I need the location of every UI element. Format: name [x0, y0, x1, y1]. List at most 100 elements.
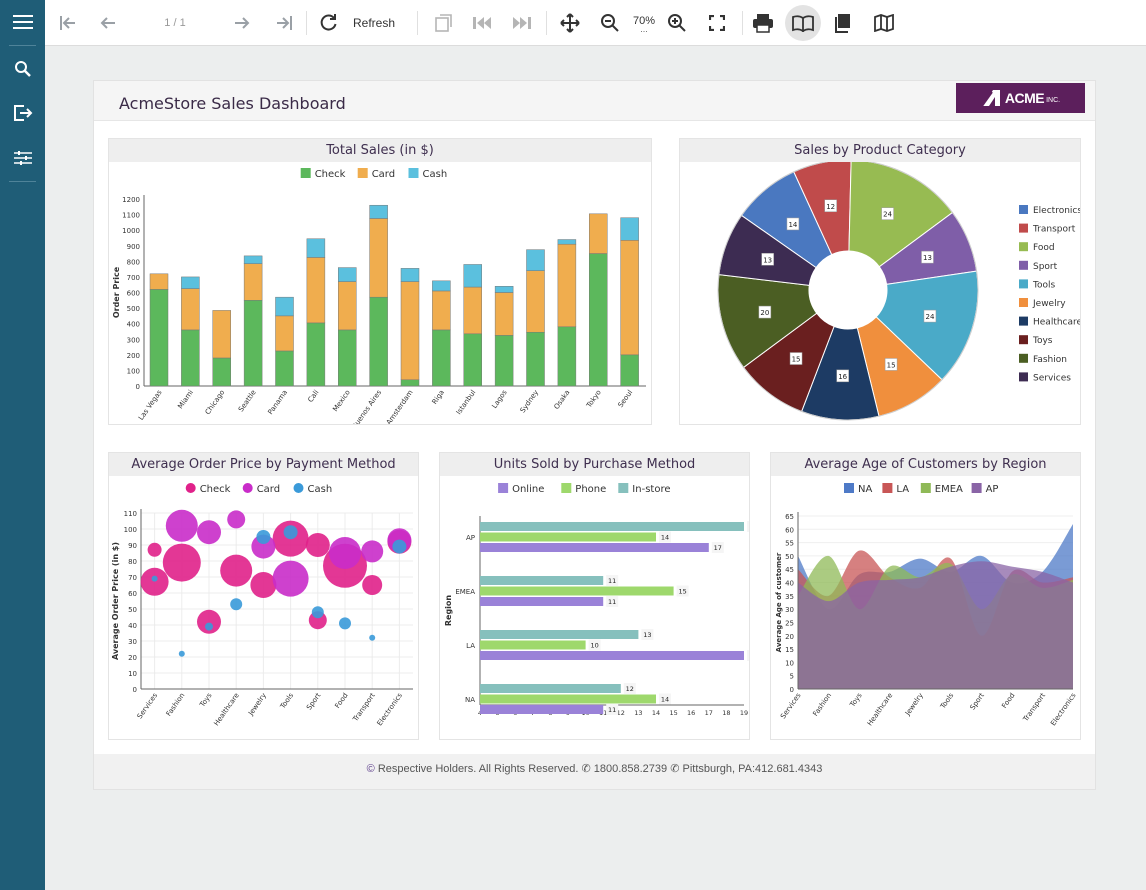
- y-tick-label: 60: [128, 590, 137, 598]
- x-tick-label: Sport: [305, 691, 322, 711]
- bar-card: [212, 310, 231, 359]
- legend-label: Online: [512, 484, 544, 495]
- bar-cash: [306, 238, 326, 258]
- legend-swatch: [561, 483, 572, 493]
- export-icon[interactable]: [0, 91, 45, 135]
- bar-in-store: [480, 684, 621, 693]
- x-tick-label: Sydney: [519, 389, 540, 415]
- legend-label: Phone: [575, 484, 606, 495]
- bubble-cash: [392, 539, 407, 554]
- refresh-button[interactable]: Refresh: [315, 0, 407, 46]
- y-tick-label: 15: [785, 646, 794, 654]
- legend-label: Toys: [1032, 336, 1053, 346]
- x-tick-label: Services: [779, 691, 803, 720]
- bar-card: [369, 218, 388, 298]
- legend-label: Jewelry: [1032, 299, 1066, 309]
- y-tick-label: 900: [127, 243, 140, 251]
- phone2-text: Pittsburgh, PA:412.681.4343: [682, 763, 823, 775]
- bubble-cash: [151, 575, 158, 582]
- x-tick-label: Tools: [278, 691, 295, 711]
- page-setup-icon[interactable]: [828, 0, 858, 46]
- pan-icon[interactable]: [555, 0, 585, 46]
- toolbar: 1 / 1 Refresh 70% ...: [45, 0, 1146, 46]
- first-page-icon[interactable]: [53, 0, 83, 46]
- toolbar-divider: [417, 11, 418, 35]
- bar-check: [369, 296, 388, 387]
- data-label-box: [659, 531, 671, 543]
- map-icon[interactable]: [869, 0, 899, 46]
- bubble-check: [250, 572, 277, 598]
- search-icon[interactable]: [0, 47, 45, 91]
- bar-check: [275, 350, 294, 387]
- data-label: 15: [678, 588, 686, 596]
- legend-swatch: [1019, 279, 1028, 289]
- x-tick-label: Transport: [351, 691, 377, 724]
- y-tick-label: 1200: [122, 196, 140, 204]
- bar-check: [432, 329, 451, 387]
- y-axis-title: Average Order Price (in $): [111, 542, 120, 660]
- bubble-check: [140, 567, 169, 596]
- legend-label: Card: [257, 484, 280, 495]
- x-tick-label: Toys: [848, 691, 864, 709]
- sidebar-divider: [9, 45, 36, 46]
- fit-page-icon[interactable]: [702, 0, 732, 46]
- bar-online: [480, 597, 604, 606]
- legend-swatch: [844, 483, 854, 493]
- category-panel: Sales by Product Category 14 12 24 13 24 15 16…: [679, 138, 1081, 425]
- menu-icon[interactable]: [0, 0, 45, 44]
- bubble-cash: [311, 606, 324, 619]
- next-page-icon[interactable]: [227, 0, 257, 46]
- legend-swatch: [1019, 316, 1028, 326]
- y-axis-title: Order Price: [112, 266, 121, 318]
- bubble-check: [362, 575, 383, 595]
- y-tick-label: 200: [127, 352, 140, 360]
- x-tick-label: Jewelry: [903, 692, 925, 718]
- avg-order-panel: Average Order Price by Payment Method Ch…: [108, 452, 419, 740]
- x-tick-label: Panama: [267, 389, 290, 417]
- slice-label: 13: [763, 256, 772, 264]
- zoom-in-icon[interactable]: [662, 0, 692, 46]
- page-indicator[interactable]: 1 / 1: [145, 0, 205, 46]
- sidebar: [0, 0, 45, 890]
- legend-label: Transport: [1032, 225, 1076, 235]
- previous-page-icon[interactable]: [93, 0, 123, 46]
- donut-outline: [717, 162, 979, 421]
- x-tick-label: Amsterdam: [385, 388, 415, 424]
- bar-check: [494, 335, 514, 387]
- toolbar-divider: [546, 11, 547, 35]
- data-label: 13: [643, 631, 651, 639]
- legend-label: Services: [1033, 373, 1071, 383]
- legend-label: Fashion: [1033, 355, 1067, 365]
- bar-cash: [400, 268, 420, 282]
- zoom-out-icon[interactable]: [595, 0, 625, 46]
- data-label: 11: [608, 706, 616, 714]
- print-layout-icon[interactable]: [785, 5, 821, 41]
- x-tick-label: Healthcare: [212, 692, 240, 728]
- bubble-card: [272, 560, 309, 597]
- y-tick-label: 40: [128, 622, 137, 630]
- last-page-icon[interactable]: [269, 0, 299, 46]
- step-forward-icon[interactable]: [507, 0, 537, 46]
- bar-in-store: [480, 576, 604, 585]
- legend-label: Cash: [423, 169, 448, 180]
- x-tick-label: Fashion: [165, 692, 187, 718]
- bar-phone: [480, 586, 674, 596]
- parent-report-icon[interactable]: [428, 0, 458, 46]
- y-tick-label: 50: [128, 606, 137, 614]
- bar-card: [463, 286, 482, 335]
- x-tick-label: Chicago: [204, 389, 227, 417]
- y-tick-label: 700: [127, 274, 140, 282]
- x-tick-label: Electronics: [1049, 691, 1078, 727]
- print-icon[interactable]: [748, 0, 778, 46]
- zoom-level[interactable]: 70% ...: [628, 0, 660, 46]
- data-label: 17: [714, 544, 722, 552]
- x-tick-label: 16: [687, 709, 695, 717]
- bar-check: [212, 357, 231, 387]
- bubble-card: [227, 510, 246, 529]
- legend-label: Check: [315, 169, 346, 180]
- slice-label: 24: [883, 211, 892, 219]
- step-back-icon[interactable]: [467, 0, 497, 46]
- parameters-icon[interactable]: [0, 136, 45, 180]
- slice-label-box: [836, 369, 849, 383]
- bar-card: [243, 263, 263, 301]
